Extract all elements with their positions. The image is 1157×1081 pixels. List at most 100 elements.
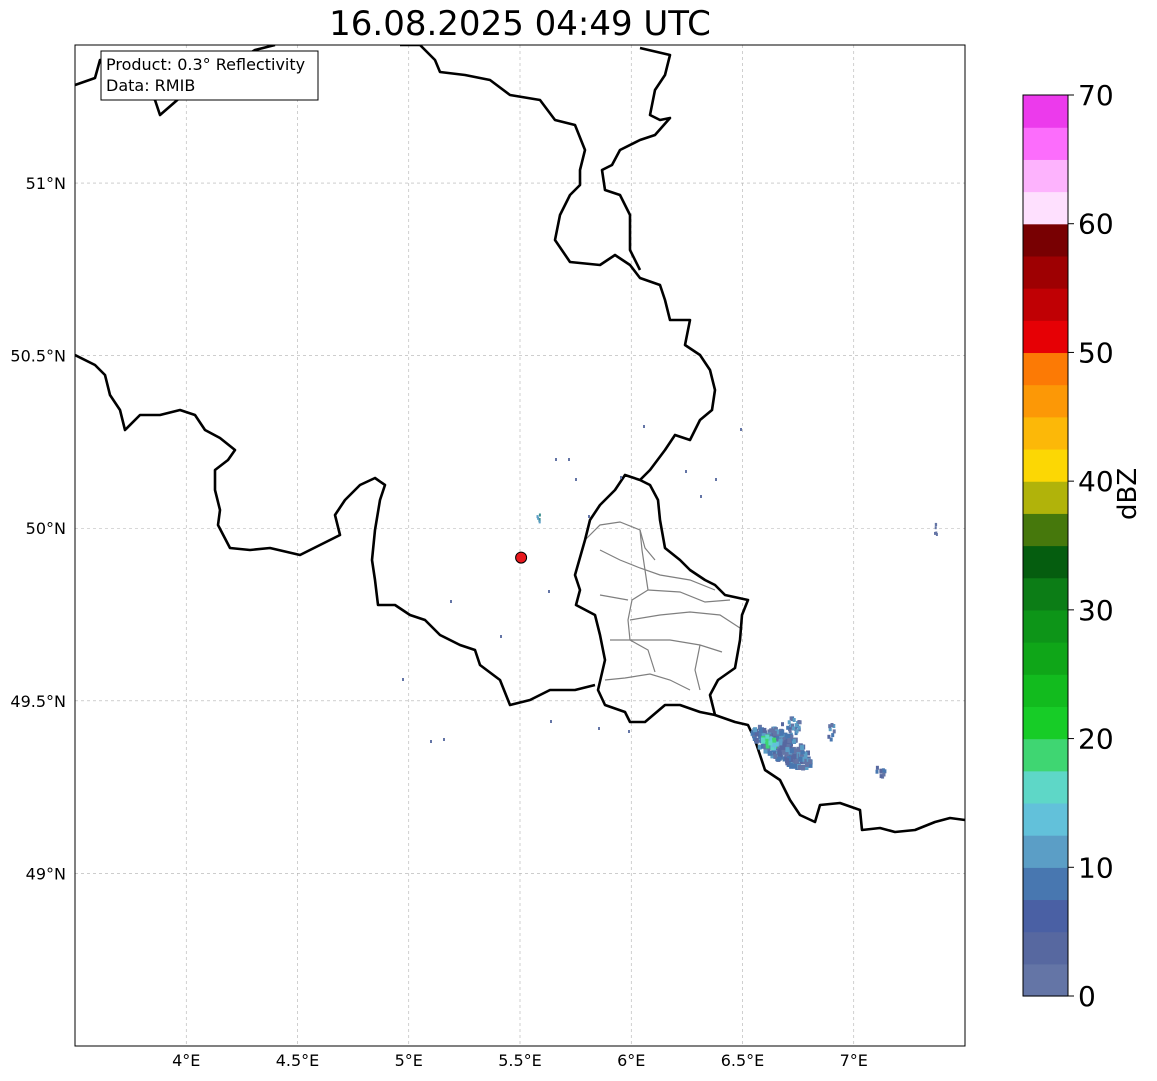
radar-echo-pixel [791, 738, 796, 744]
belgium-netherlands-border-east [400, 45, 717, 481]
radar-echo-pixel [784, 755, 789, 761]
radar-echo-pixel [808, 759, 813, 765]
radar-site-marker [515, 551, 528, 564]
longitude-tick-labels: 4°E 4.5°E 5°E 5.5°E 6°E 6.5°E 7°E [172, 1051, 868, 1070]
radar-echo-pixel [785, 758, 789, 764]
radar-echo-pixel [760, 743, 765, 749]
radar-echo-pixel [753, 727, 758, 733]
radar-echo-pixel [882, 772, 886, 777]
colorbar-tick-label-1: 10 [1078, 851, 1114, 884]
colorbar-tick-label-3: 30 [1078, 594, 1114, 627]
radar-echo-pixel [788, 727, 792, 732]
radar-echo-pixel [879, 768, 883, 773]
latitude-tick-labels: 49°N 49.5°N 50°N 50.5°N 51°N [10, 174, 66, 883]
radar-echo-pixel [832, 724, 836, 728]
radar-echo-pixel [628, 730, 630, 733]
colorbar-segment-18 [1023, 384, 1068, 418]
radar-echo-pixel [538, 513, 541, 517]
colorbar-segment-22 [1023, 255, 1068, 289]
colorbar-segment-1 [1023, 931, 1068, 965]
colorbar-segment-10 [1023, 642, 1068, 675]
lon-tick-label-4: 6°E [617, 1051, 645, 1070]
radar-echo-pixel [788, 729, 792, 734]
colorbar-segment-4 [1023, 835, 1068, 868]
colorbar-segment-3 [1023, 867, 1068, 901]
radar-echo-pixel [764, 738, 769, 744]
radar-echo-pixel [769, 728, 774, 734]
colorbar-segment-12 [1023, 577, 1068, 611]
radar-echo-pixel [831, 733, 835, 738]
radar-echo-pixel [790, 734, 794, 739]
lon-tick-label-2: 5°E [395, 1051, 423, 1070]
colorbar-tick-label-6: 60 [1078, 208, 1114, 241]
radar-echo-pixel [781, 722, 784, 727]
radar-echo-pixel [794, 723, 798, 728]
radar-echo-pixel [791, 723, 794, 728]
colorbar-tick-label-4: 40 [1078, 465, 1114, 498]
radar-echo-pixel [794, 727, 798, 731]
radar-echo-pixel [787, 738, 792, 743]
radar-echoes [402, 425, 938, 779]
radar-echo-pixel [774, 741, 779, 747]
radar-echo-pixel [795, 748, 800, 754]
radar-echo-pixel [785, 752, 790, 758]
colorbar-tick-label-0: 0 [1078, 980, 1096, 1013]
radar-echo-pixel [935, 533, 938, 536]
radar-echo-pixel [754, 731, 759, 737]
radar-echo-pixel [797, 725, 801, 730]
radar-echo-pixel [785, 747, 790, 753]
radar-echo-pixel [792, 718, 796, 722]
radar-echo-pixel [773, 753, 778, 759]
radar-echo-pixel [776, 745, 781, 751]
colorbar-segment-6 [1023, 770, 1068, 804]
colorbar-outline [1022, 94, 1069, 997]
colorbar-label: dBZ [1113, 467, 1143, 520]
radar-echo-pixel [934, 526, 937, 530]
radar-echo-pixel [500, 635, 502, 638]
radar-echo-pixel [829, 737, 833, 742]
colorbar-segment-0 [1023, 963, 1068, 997]
colorbar-segment-5 [1023, 802, 1068, 836]
lon-tick-label-0: 4°E [172, 1051, 200, 1070]
radar-echo-pixel [797, 720, 801, 724]
radar-echo-pixel [555, 458, 557, 461]
radar-echo-pixel [788, 744, 793, 750]
radar-echo-pixel [785, 742, 790, 748]
radar-echo-pixel [768, 750, 773, 756]
radar-echo-pixel [768, 740, 773, 746]
radar-echo-pixel [763, 744, 768, 750]
radar-echo-pixel [758, 728, 763, 734]
radar-echo-pixel [548, 590, 550, 593]
belgium-france-border [75, 353, 596, 707]
colorbar-segment-20 [1023, 320, 1068, 354]
radar-echo-pixel [643, 425, 645, 428]
lat-tick-label-1: 49.5°N [10, 692, 66, 711]
radar-echo-pixel [778, 740, 783, 746]
radar-echo-pixel [875, 769, 879, 774]
radar-echo-pixel [715, 478, 717, 481]
radar-echo-pixel [789, 763, 794, 769]
radar-echo-pixel [762, 727, 767, 733]
radar-echo-pixel [802, 759, 807, 765]
radar-echo-pixel [800, 745, 805, 751]
colorbar-segment-8 [1023, 706, 1068, 740]
radar-echo-pixel [827, 734, 831, 739]
lat-tick-label-4: 51°N [26, 174, 66, 193]
radar-echo-pixel [765, 734, 770, 740]
radar-echo-pixel [685, 470, 687, 473]
radar-echo-pixel [763, 748, 768, 754]
radar-echo-pixel [781, 729, 785, 734]
radar-echo-pixel [806, 750, 810, 756]
radar-echo-pixel [772, 750, 777, 756]
colorbar-segment-7 [1023, 738, 1068, 772]
radar-echo-pixel [792, 754, 797, 759]
radar-echo-pixel [784, 732, 788, 737]
radar-echo-pixel [787, 720, 791, 725]
radar-echo-pixel [800, 750, 805, 756]
lat-tick-label-2: 50°N [26, 519, 66, 538]
radar-echo-pixel [830, 723, 834, 727]
radar-echo-pixel [798, 756, 803, 762]
radar-echo-pixel [430, 740, 432, 743]
radar-echo-pixel [772, 734, 777, 740]
radar-echo-pixel [784, 735, 789, 741]
